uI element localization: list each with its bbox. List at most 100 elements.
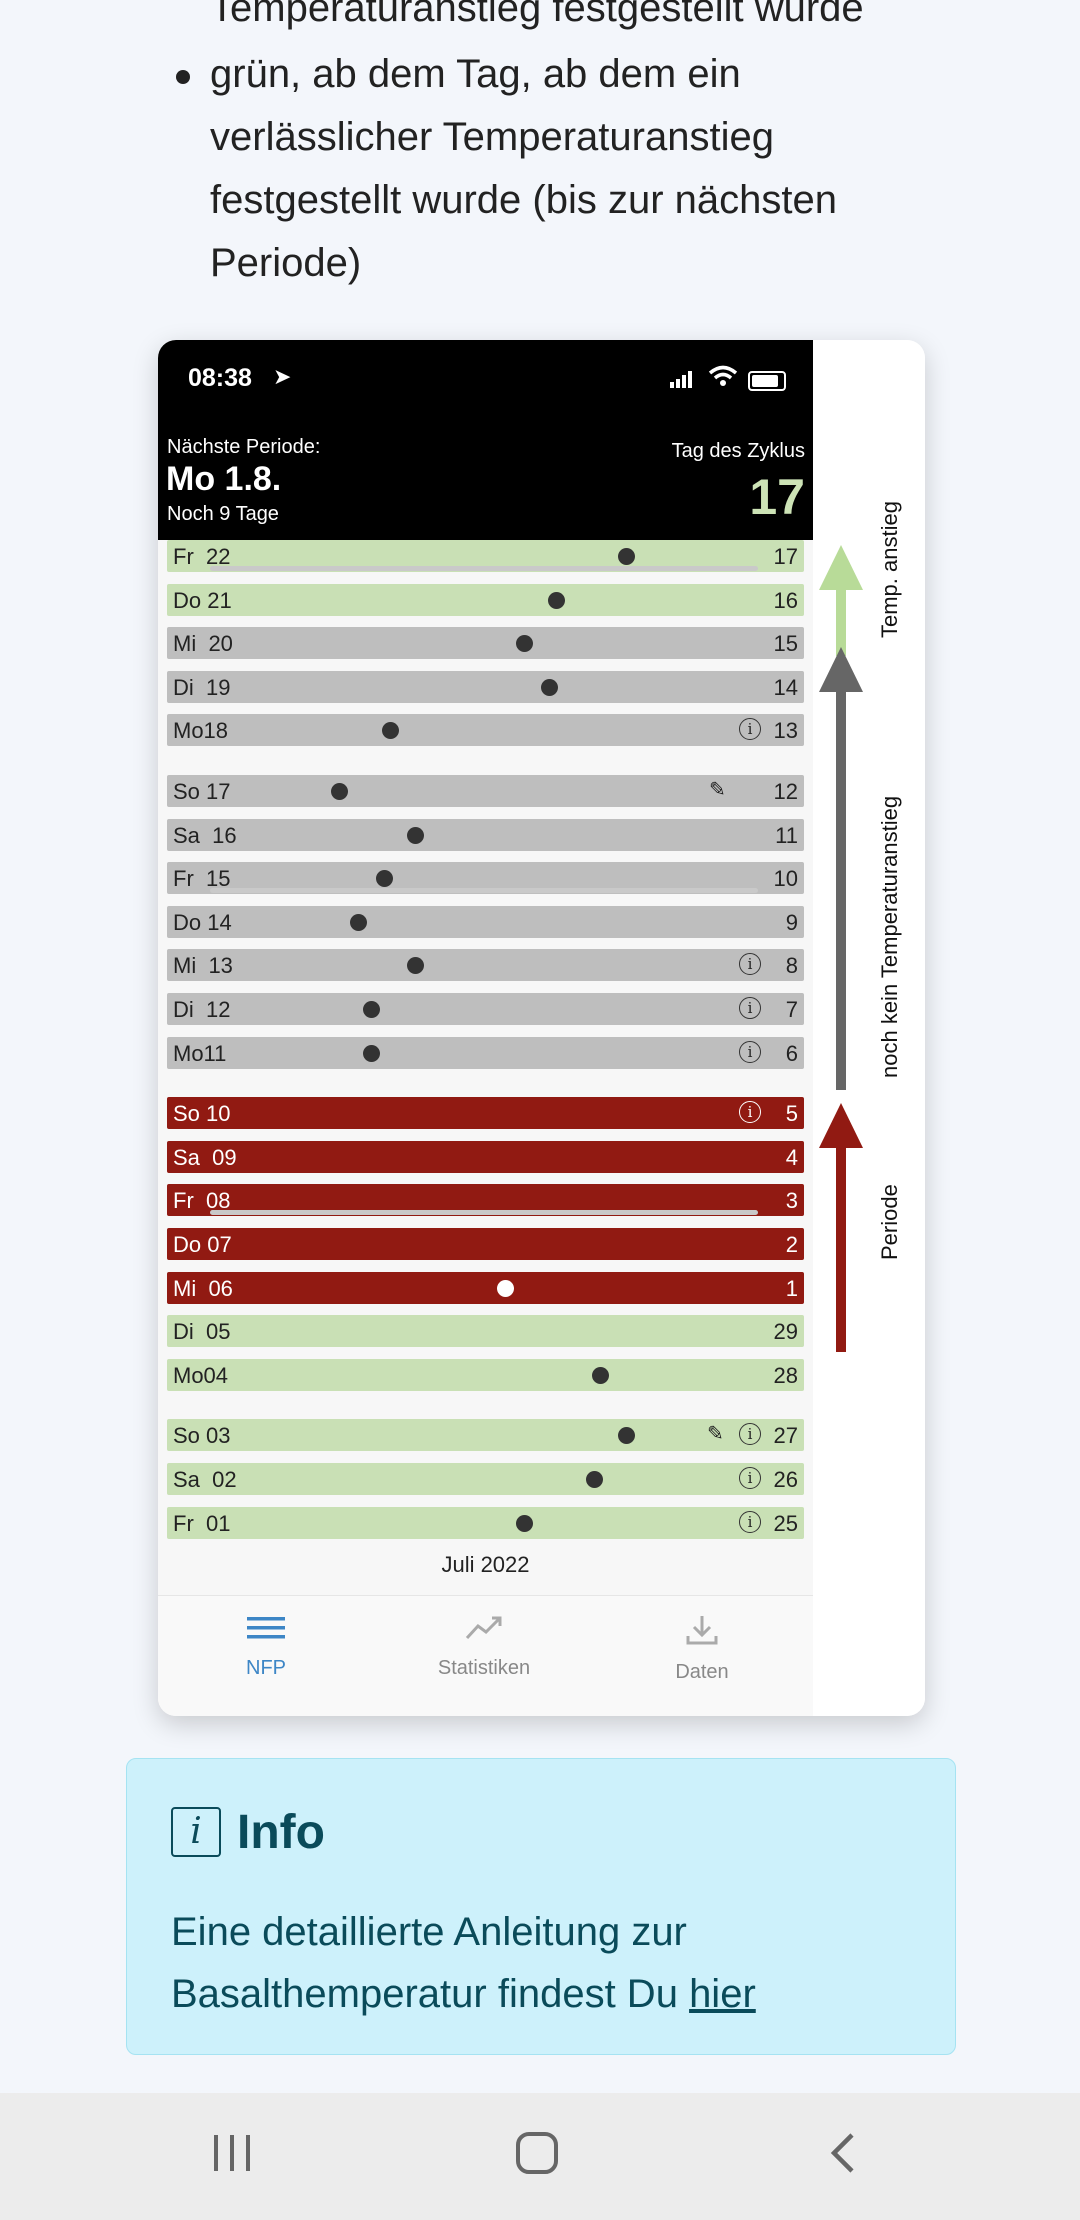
cycle-day-row[interactable]: Sa 02 26 i [167,1463,804,1495]
week-separator [210,566,758,571]
back-icon [830,2133,854,2173]
day-label: So 10 [173,1101,231,1127]
cycle-day-row[interactable]: Do 21 16 [167,583,804,616]
cycle-number: 29 [773,1319,798,1345]
cycle-day-row[interactable]: Di 19 14 [167,670,804,703]
day-label: Di 05 [173,1319,231,1345]
article-line: Periode) [210,241,362,285]
cycle-day-value: 17 [749,469,805,525]
phase-annotation: Temp. anstieg noch kein Temperaturanstie… [813,340,925,1716]
temperature-dot [381,722,399,740]
cycle-day-row[interactable]: Sa 09 4 [167,1140,804,1173]
cycle-day-row[interactable]: So 10 5 i [167,1097,804,1130]
arrow-red-shaft [836,1146,846,1352]
info-link[interactable]: hier [689,1972,756,2016]
cycle-day-row[interactable]: Mi 20 15 [167,627,804,660]
cycle-number: 15 [773,631,798,657]
cycle-day-row[interactable]: Mo04 28 [167,1358,804,1391]
cycle-number: 14 [773,674,798,700]
tab-nfp[interactable]: NFP [186,1614,346,1680]
temperature-dot [407,826,425,844]
cycle-number: 5 [785,1101,798,1127]
cycle-day-row[interactable]: Mi 06 1 [167,1271,804,1304]
cycle-day-row[interactable]: Mo18 13 i [167,714,804,747]
info-circle-icon[interactable]: i [739,718,761,741]
temperature-dot [407,957,425,975]
download-icon [622,1614,782,1655]
cycle-number: 1 [785,1275,798,1301]
day-label: So 03 [173,1423,231,1449]
info-circle-icon[interactable]: i [739,953,761,976]
tab-statistiken[interactable]: Statistiken [404,1614,564,1680]
article-line: festgestellt wurde (bis zur nächsten [210,178,837,222]
cycle-number: 9 [785,909,798,935]
day-label: So 17 [173,779,231,804]
day-label: Mi 20 [173,631,233,657]
temperature-dot [541,678,559,696]
app-header: 08:38 ➤ Nächste Periode: Mo 1.8. Noch 9 … [158,340,813,540]
tab-bar: NFP Statistiken Daten [158,1595,813,1716]
phone-screen: 08:38 ➤ Nächste Periode: Mo 1.8. Noch 9 … [158,340,813,1716]
next-period-label: Nächste Periode: [167,436,321,458]
info-circle-icon[interactable]: i [739,1101,761,1124]
day-label: Di 12 [173,997,231,1022]
cycle-day-row[interactable]: Di 12 7 i [167,993,804,1025]
info-text: Eine detaillierte Anleitung zur Basalthe… [171,1910,687,2016]
note-pen-icon: ✎ [707,1423,724,1446]
info-circle-icon[interactable]: i [739,1510,761,1533]
cycle-day-row[interactable]: So 03 27 i ✎ [167,1419,804,1452]
day-label: Sa 02 [173,1467,237,1492]
day-label: Fr 22 [173,544,231,569]
cycle-day-row[interactable]: Do 07 2 [167,1228,804,1260]
day-label: Mo04 [173,1362,229,1388]
day-label: Do 21 [173,587,232,613]
day-label: Sa 16 [173,822,237,848]
trend-icon [404,1614,564,1651]
recent-apps-icon [214,2135,250,2171]
cycle-number: 8 [785,953,798,979]
cycle-day-row[interactable]: So 17 12 ✎ [167,775,804,807]
tab-daten[interactable]: Daten [622,1614,782,1684]
day-label: Do 14 [173,909,232,935]
cycle-number: 17 [773,544,798,569]
month-label: Juli 2022 [441,1552,530,1577]
cycle-number: 13 [773,718,798,744]
day-label: Fr 15 [173,866,231,892]
home-button[interactable] [514,2129,560,2187]
temperature-dot [515,1514,533,1532]
cycle-day-row[interactable]: Fr 01 25 i [167,1506,804,1539]
temperature-dot [330,783,348,800]
temperature-dot [547,591,565,609]
arrow-red-head [819,1103,863,1148]
arrow-green-shaft [836,588,846,656]
day-label: Fr 08 [173,1188,231,1214]
cycle-day-row[interactable]: Mo11 6 i [167,1036,804,1069]
label-period: Periode [877,1184,902,1260]
note-pen-icon: ✎ [709,779,726,801]
cycle-number: 11 [775,822,798,848]
info-body: Eine detaillierte Anleitung zur Basalthe… [171,1901,931,2025]
back-button[interactable] [822,2129,868,2187]
temperature-dot [592,1366,610,1384]
info-circle-icon[interactable]: i [739,1040,761,1063]
day-label: Mo11 [173,1040,227,1066]
info-circle-icon[interactable]: i [739,997,761,1019]
home-icon [516,2132,558,2174]
cycle-day-row[interactable]: Di 05 29 [167,1315,804,1348]
tab-label: NFP [246,1657,286,1679]
recent-apps-button[interactable] [210,2129,256,2187]
info-circle-icon[interactable]: i [739,1467,761,1489]
info-circle-icon[interactable]: i [739,1423,761,1446]
day-label: Mi 13 [173,953,233,979]
system-nav-bar [0,2093,1080,2220]
phase-arrows [819,545,863,1352]
cycle-day-row[interactable]: Mi 13 8 i [167,949,804,982]
signal-icon [670,371,692,388]
info-box: i Info Eine detaillierte Anleitung zur B… [126,1758,956,2055]
day-label: Mi 06 [173,1275,233,1301]
cycle-day-row[interactable]: Do 14 9 [167,905,804,938]
cycle-number: 4 [785,1144,798,1170]
label-no-rise: noch kein Temperaturanstieg [877,795,902,1078]
temperature-dot [617,548,635,565]
cycle-day-row[interactable]: Sa 16 11 [167,818,804,851]
